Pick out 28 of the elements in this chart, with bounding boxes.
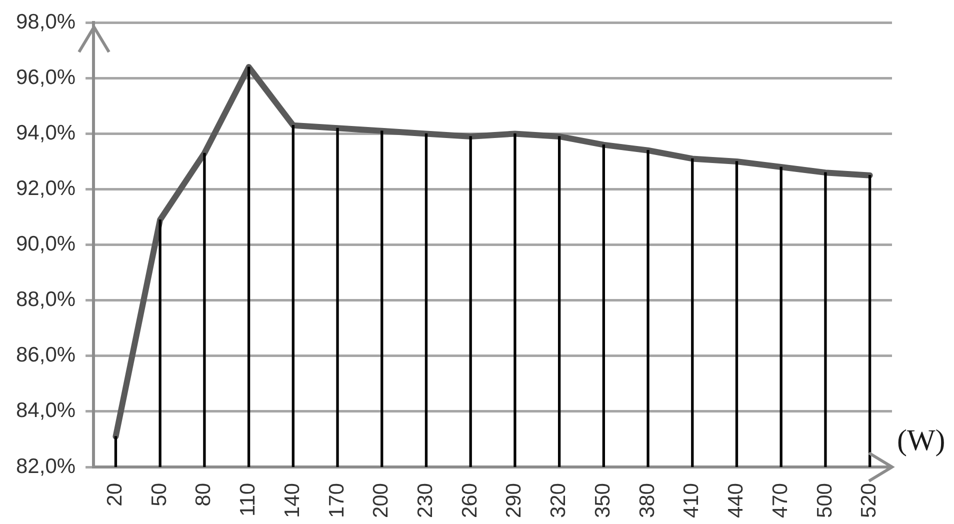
- y-tick-label: 98,0%: [16, 10, 76, 34]
- y-tick-label: 88,0%: [16, 288, 76, 312]
- x-tick-label: 170: [325, 483, 348, 518]
- x-tick-label: 410: [680, 483, 704, 518]
- x-tick-label: 290: [502, 483, 526, 518]
- x-tick-label: 380: [636, 483, 659, 518]
- x-tick-label: 200: [370, 483, 393, 518]
- x-tick-label: 140: [280, 483, 304, 518]
- y-tick-label: 86,0%: [16, 344, 76, 367]
- x-tick-label: 110: [236, 483, 260, 516]
- y-tick-label: 84,0%: [16, 399, 76, 422]
- x-tick-label: 80: [192, 483, 216, 506]
- x-tick-label: 520: [858, 483, 881, 518]
- y-tick-label: 92,0%: [16, 177, 76, 200]
- x-tick-label: 350: [591, 483, 614, 518]
- y-tick-label: 94,0%: [16, 121, 76, 144]
- x-tick-label: 50: [148, 483, 171, 506]
- x-axis-title: (W): [897, 424, 946, 457]
- x-tick-label: 230: [414, 483, 438, 518]
- x-tick-label: 320: [547, 483, 570, 518]
- x-tick-label: 440: [724, 483, 748, 518]
- x-tick-label: 500: [813, 483, 836, 518]
- y-tick-label: 90,0%: [16, 232, 76, 256]
- x-tick-label: 470: [768, 483, 792, 518]
- x-tick-label: 20: [104, 483, 127, 506]
- y-tick-label: 96,0%: [16, 66, 76, 89]
- x-tick-label: 260: [458, 483, 482, 518]
- y-tick-label: 82,0%: [16, 454, 76, 478]
